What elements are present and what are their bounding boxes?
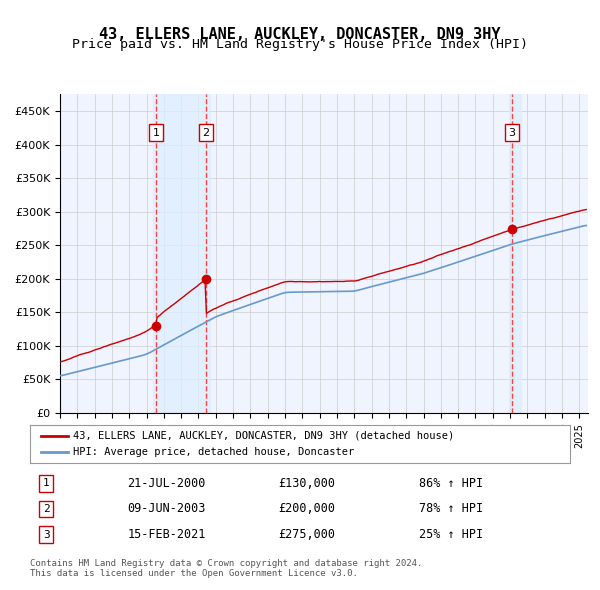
Text: £200,000: £200,000 bbox=[278, 502, 335, 516]
Text: £130,000: £130,000 bbox=[278, 477, 335, 490]
Text: 2: 2 bbox=[203, 127, 209, 137]
Text: 3: 3 bbox=[43, 530, 50, 539]
Text: This data is licensed under the Open Government Licence v3.0.: This data is licensed under the Open Gov… bbox=[30, 569, 358, 578]
Text: 09-JUN-2003: 09-JUN-2003 bbox=[127, 502, 206, 516]
Text: 78% ↑ HPI: 78% ↑ HPI bbox=[419, 502, 483, 516]
Text: Price paid vs. HM Land Registry's House Price Index (HPI): Price paid vs. HM Land Registry's House … bbox=[72, 38, 528, 51]
Text: 43, ELLERS LANE, AUCKLEY, DONCASTER, DN9 3HY: 43, ELLERS LANE, AUCKLEY, DONCASTER, DN9… bbox=[99, 27, 501, 41]
Text: 43, ELLERS LANE, AUCKLEY, DONCASTER, DN9 3HY (detached house): 43, ELLERS LANE, AUCKLEY, DONCASTER, DN9… bbox=[73, 431, 454, 441]
Text: 1: 1 bbox=[43, 478, 50, 488]
Text: HPI: Average price, detached house, Doncaster: HPI: Average price, detached house, Donc… bbox=[73, 447, 355, 457]
Text: 15-FEB-2021: 15-FEB-2021 bbox=[127, 528, 206, 541]
Text: Contains HM Land Registry data © Crown copyright and database right 2024.: Contains HM Land Registry data © Crown c… bbox=[30, 559, 422, 568]
Bar bbox=[152, 94, 209, 413]
Text: £275,000: £275,000 bbox=[278, 528, 335, 541]
Text: 2: 2 bbox=[43, 504, 50, 514]
Bar bbox=[509, 94, 521, 413]
Text: 25% ↑ HPI: 25% ↑ HPI bbox=[419, 528, 483, 541]
Text: 86% ↑ HPI: 86% ↑ HPI bbox=[419, 477, 483, 490]
Text: 21-JUL-2000: 21-JUL-2000 bbox=[127, 477, 206, 490]
Text: 3: 3 bbox=[509, 127, 515, 137]
Text: 1: 1 bbox=[152, 127, 160, 137]
